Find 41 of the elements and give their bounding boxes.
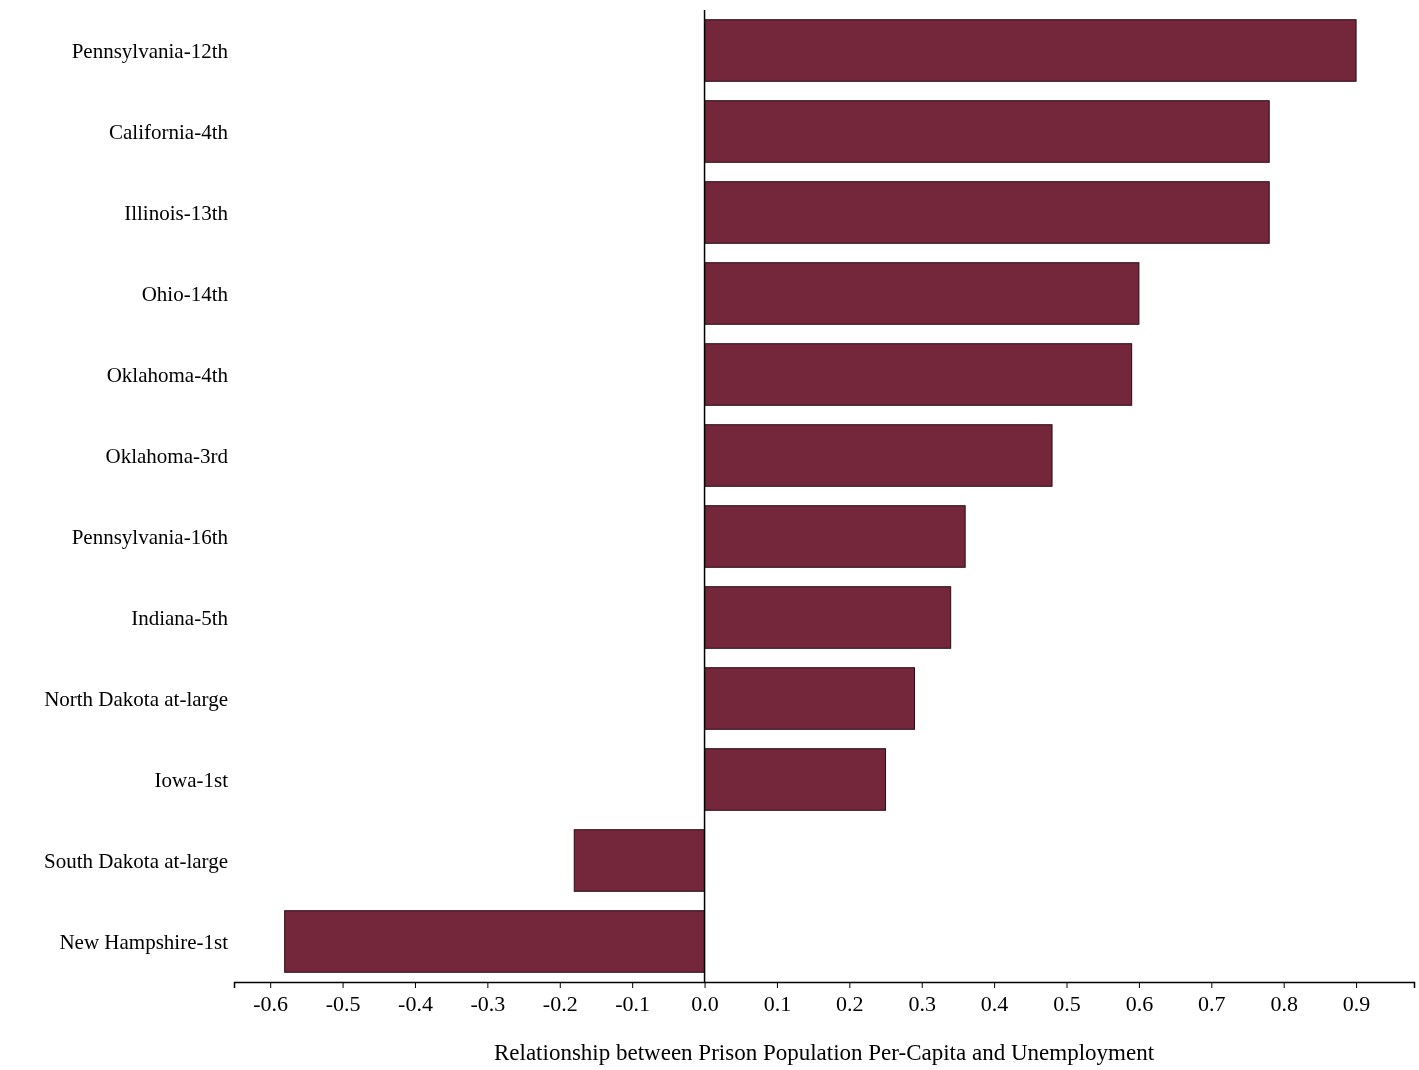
y-tick-label: Pennsylvania-16th (71, 524, 229, 549)
bar (704, 262, 1140, 325)
x-tick-label: -0.5 (325, 990, 361, 1016)
x-tick-label: 0.2 (836, 990, 864, 1016)
bar (704, 748, 887, 811)
bar (704, 424, 1053, 487)
y-tick-label: Illinois-13th (124, 200, 229, 225)
x-tick-label: -0.6 (253, 990, 289, 1016)
x-tick-label: 0.9 (1342, 990, 1371, 1016)
x-tick-label: 0.8 (1270, 990, 1298, 1016)
y-tick-label: Indiana-5th (131, 605, 229, 630)
y-tick-label: North Dakota at-large (44, 686, 228, 711)
x-tick-label: -0.3 (470, 990, 506, 1016)
bar (704, 100, 1270, 163)
x-axis-title: Relationship between Prison Population Per-Capita and Unemployment (493, 1040, 1155, 1065)
y-tick-label: California-4th (109, 119, 229, 144)
y-tick-label: Iowa-1st (154, 767, 229, 792)
x-tick-label: 0.0 (691, 990, 719, 1016)
bar (704, 181, 1270, 244)
bar (284, 910, 706, 973)
y-tick-label: Pennsylvania-12th (71, 38, 229, 63)
y-tick-label: Oklahoma-3rd (105, 443, 229, 468)
bar (704, 586, 952, 649)
y-tick-label: Ohio-14th (141, 281, 229, 306)
x-tick-label: -0.4 (398, 990, 433, 1016)
y-tick-label: New Hampshire-1st (59, 929, 229, 954)
y-tick-label: South Dakota at-large (44, 848, 228, 873)
x-tick-label: -0.2 (542, 990, 578, 1016)
x-tick-label: 0.1 (763, 990, 792, 1016)
bar (704, 19, 1357, 82)
x-tick-label: 0.3 (908, 990, 936, 1016)
bar (573, 829, 706, 892)
x-tick-label: 0.7 (1198, 990, 1226, 1016)
x-tick-label: 0.6 (1125, 990, 1154, 1016)
y-tick-label: Oklahoma-4th (106, 362, 229, 387)
x-tick-label: 0.4 (980, 990, 1009, 1016)
bar (704, 505, 966, 568)
bar (704, 343, 1133, 406)
x-tick-label: 0.5 (1053, 990, 1081, 1016)
bar (704, 667, 915, 730)
x-tick-label: -0.1 (615, 990, 651, 1016)
